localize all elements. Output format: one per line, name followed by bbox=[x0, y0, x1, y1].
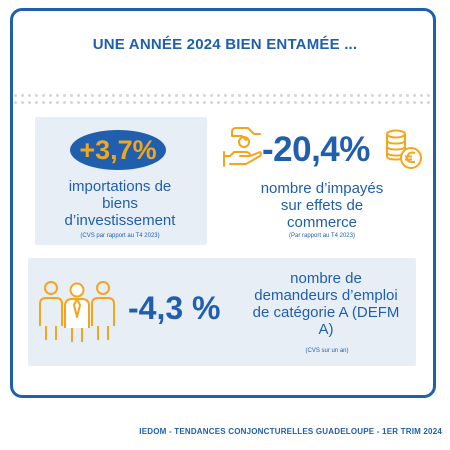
unpaid-label-line: commerce bbox=[286, 214, 357, 231]
unpaid-value: -20,4% bbox=[262, 130, 370, 169]
jobseekers-label: nombre de demandeurs d’emploi de catégor… bbox=[240, 270, 412, 338]
unpaid-label-line: nombre d’impayés bbox=[260, 180, 384, 197]
unpaid-label-line: sur effets de bbox=[280, 197, 364, 214]
imports-label-line: d’investissement bbox=[64, 212, 176, 229]
imports-value: +3,7% bbox=[79, 134, 157, 165]
page-title: UNE ANNÉE 2024 BIEN ENTAMÉE ... bbox=[92, 36, 358, 53]
jobseekers-note: (CVS sur un an) bbox=[305, 348, 349, 354]
hand-coins-icon bbox=[223, 127, 262, 167]
people-group-icon bbox=[39, 281, 115, 342]
coins-euro-icon bbox=[386, 129, 422, 169]
unpaid-note: (Par rapport au T4 2023) bbox=[289, 233, 355, 239]
jobseekers-label-line: A) bbox=[318, 321, 334, 338]
jobseekers-value: -4,3 % bbox=[128, 290, 221, 326]
jobseekers-label-line: demandeurs d’emploi bbox=[254, 287, 398, 304]
footer-source: IEDOM - TENDANCES CONJONCTURELLES GUADEL… bbox=[139, 427, 442, 436]
imports-label-line: biens bbox=[102, 195, 138, 212]
imports-value-badge: +3,7% bbox=[70, 130, 166, 170]
unpaid-label: nombre d’impayés sur effets de commerce bbox=[226, 180, 418, 231]
jobseekers-label-line: de catégorie A (DEFM bbox=[252, 304, 400, 321]
imports-label: importations de biens d’investissement bbox=[40, 178, 200, 229]
jobseekers-label-line: nombre de bbox=[290, 270, 362, 287]
imports-note: (CVS par rapport au T4 2023) bbox=[80, 233, 160, 239]
imports-label-line: importations de bbox=[68, 178, 172, 195]
dotted-divider bbox=[12, 92, 434, 106]
